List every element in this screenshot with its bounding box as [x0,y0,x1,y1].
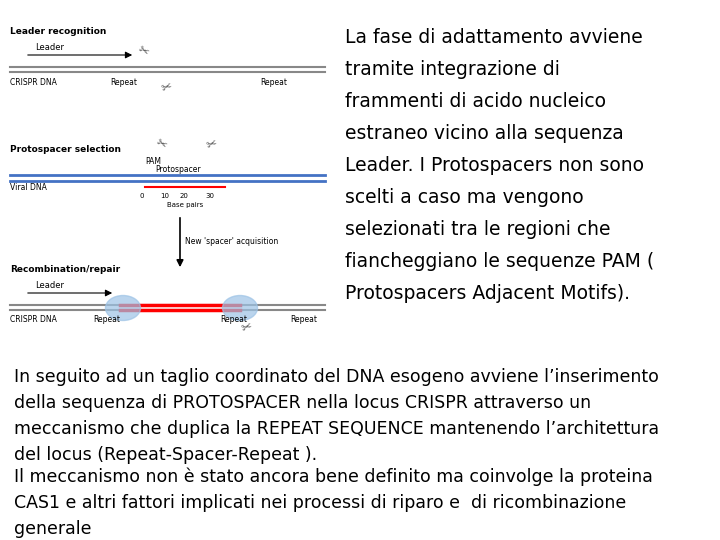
Text: CRISPR DNA: CRISPR DNA [10,78,57,87]
Text: 20: 20 [180,193,189,199]
Text: tramite integrazione di: tramite integrazione di [345,60,560,79]
Text: 30: 30 [205,193,214,199]
Text: Il meccanismo non è stato ancora bene definito ma coinvolge la proteina: Il meccanismo non è stato ancora bene de… [14,468,653,487]
Text: del locus (Repeat-Spacer-Repeat ).: del locus (Repeat-Spacer-Repeat ). [14,446,317,464]
Text: ✂: ✂ [240,320,254,336]
Text: frammenti di acido nucleico: frammenti di acido nucleico [345,92,606,111]
Text: Protospacers Adjacent Motifs).: Protospacers Adjacent Motifs). [345,284,630,303]
Text: ✂: ✂ [135,44,150,60]
Text: ✂: ✂ [153,137,168,153]
Text: Base pairs: Base pairs [167,202,203,208]
Ellipse shape [222,295,258,321]
Text: della sequenza di PROTOSPACER nella locus CRISPR attraverso un: della sequenza di PROTOSPACER nella locu… [14,394,591,412]
Text: CAS1 e altri fattori implicati nei processi di riparo e  di ricombinazione: CAS1 e altri fattori implicati nei proce… [14,494,626,512]
Text: Repeat: Repeat [220,315,247,324]
Text: 0: 0 [140,193,145,199]
Text: Leader. I Protospacers non sono: Leader. I Protospacers non sono [345,156,644,175]
Text: Protospacer selection: Protospacer selection [10,145,121,154]
Text: Protospacer: Protospacer [155,165,201,174]
Text: generale: generale [14,520,91,538]
Text: In seguito ad un taglio coordinato del DNA esogeno avviene l’inserimento: In seguito ad un taglio coordinato del D… [14,368,659,386]
Text: ✂: ✂ [160,80,174,96]
Text: Leader recognition: Leader recognition [10,27,107,36]
Text: Repeat: Repeat [260,78,287,87]
Text: CRISPR DNA: CRISPR DNA [10,315,57,324]
Text: La fase di adattamento avviene: La fase di adattamento avviene [345,28,643,47]
Text: New 'spacer' acquisition: New 'spacer' acquisition [185,238,278,246]
Text: ✂: ✂ [205,137,220,153]
Text: Leader: Leader [35,43,64,52]
Text: Repeat: Repeat [110,78,137,87]
Text: Recombination/repair: Recombination/repair [10,265,120,274]
Text: 10: 10 [160,193,169,199]
Text: estraneo vicino alla sequenza: estraneo vicino alla sequenza [345,124,624,143]
Text: Leader: Leader [35,281,64,290]
Text: Viral DNA: Viral DNA [10,183,47,192]
Text: Repeat: Repeat [93,315,120,324]
Text: scelti a caso ma vengono: scelti a caso ma vengono [345,188,584,207]
Text: selezionati tra le regioni che: selezionati tra le regioni che [345,220,611,239]
Ellipse shape [106,295,140,321]
Text: meccanismo che duplica la REPEAT SEQUENCE mantenendo l’architettura: meccanismo che duplica la REPEAT SEQUENC… [14,420,659,438]
Text: PAM: PAM [145,157,161,166]
Text: Repeat: Repeat [290,315,317,324]
Text: fiancheggiano le sequenze PAM (: fiancheggiano le sequenze PAM ( [345,252,654,271]
